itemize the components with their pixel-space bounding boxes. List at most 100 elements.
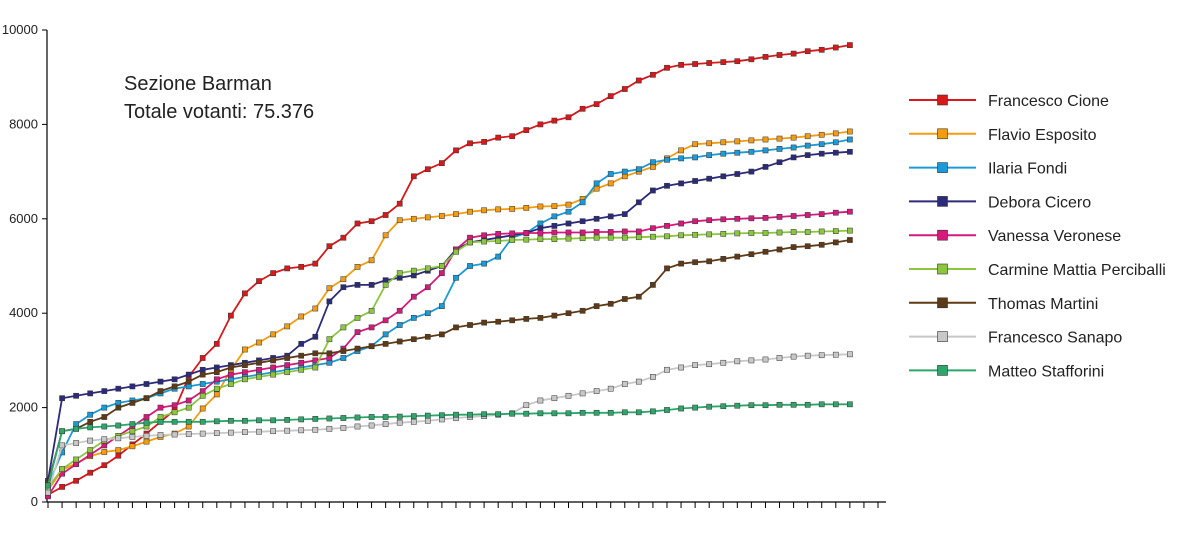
legend: Francesco Cione Flavio Esposito Ilaria Fon…: [909, 93, 1166, 380]
data-point: [635, 166, 642, 173]
data-point: [424, 333, 431, 340]
data-point: [354, 345, 361, 352]
data-point: [157, 378, 164, 385]
data-point: [213, 369, 220, 376]
data-point: [847, 208, 853, 215]
data-point: [678, 364, 684, 371]
data-point: [326, 359, 333, 366]
legend-marker: [937, 196, 948, 207]
data-point: [396, 322, 403, 328]
data-point: [354, 264, 361, 270]
data-point: [467, 322, 473, 328]
data-point: [495, 411, 502, 418]
legend-item: Debora Cicero: [909, 194, 1091, 211]
data-point: [495, 253, 502, 260]
data-point: [748, 148, 755, 155]
data-point: [579, 229, 586, 236]
data-point: [664, 265, 670, 272]
legend-marker: [937, 229, 948, 241]
data-point: [692, 218, 698, 225]
data-point: [59, 395, 65, 402]
data-point: [635, 77, 642, 84]
data-point: [368, 282, 375, 288]
data-point: [565, 201, 572, 208]
data-point: [382, 232, 389, 239]
data-point: [832, 139, 839, 146]
y-tick-label: 8000: [9, 116, 38, 131]
data-point: [692, 259, 698, 266]
data-point: [396, 338, 403, 345]
data-point: [593, 409, 600, 416]
data-point: [818, 401, 825, 408]
data-point: [734, 358, 741, 365]
data-point: [607, 300, 614, 307]
data-point: [87, 411, 94, 418]
data-point: [228, 371, 234, 378]
data-point: [635, 228, 642, 235]
data-point: [284, 427, 291, 434]
data-point: [537, 225, 544, 232]
data-point: [242, 429, 248, 435]
data-point: [129, 443, 136, 450]
data-point: [256, 374, 262, 380]
y-tick-label: 2000: [9, 400, 38, 415]
data-point: [270, 371, 276, 378]
data-point: [171, 402, 178, 409]
data-point: [185, 371, 192, 378]
data-point: [495, 206, 502, 213]
data-point: [847, 401, 853, 408]
data-point: [706, 258, 713, 265]
data-point: [678, 62, 684, 68]
data-point: [748, 168, 755, 175]
data-point: [340, 355, 347, 361]
data-point: [270, 270, 276, 276]
data-point: [396, 217, 403, 224]
data-point: [368, 414, 375, 420]
data-point: [762, 248, 769, 255]
data-point: [298, 352, 305, 359]
data-point: [73, 392, 79, 399]
legend-label: Thomas Martini: [988, 296, 1098, 313]
data-point: [678, 180, 684, 187]
data-point: [776, 159, 783, 166]
data-point: [242, 362, 248, 368]
data-point: [382, 341, 389, 347]
data-point: [115, 447, 122, 453]
data-point: [818, 150, 825, 157]
data-point: [734, 253, 741, 260]
data-point: [607, 180, 614, 187]
data-point: [650, 225, 656, 232]
data-point: [762, 147, 769, 154]
data-point: [340, 324, 347, 331]
data-point: [298, 313, 305, 320]
data-point: [481, 319, 487, 326]
data-point: [523, 127, 530, 133]
data-point: [467, 263, 473, 269]
data-point: [73, 461, 79, 468]
data-point: [635, 378, 642, 385]
data-point: [748, 230, 755, 236]
data-point: [509, 410, 516, 417]
data-point: [706, 403, 713, 410]
data-point: [847, 227, 853, 234]
data-point: [790, 244, 797, 250]
data-point: [298, 264, 305, 270]
data-point: [565, 220, 572, 227]
data-point: [579, 199, 586, 206]
data-point: [832, 239, 839, 246]
legend-marker: [937, 331, 948, 342]
data-point: [481, 207, 487, 214]
data-point: [382, 414, 389, 420]
data-point: [832, 44, 839, 51]
series-8: [45, 401, 853, 489]
data-point: [551, 229, 558, 236]
data-point: [382, 282, 389, 288]
data-point: [650, 233, 656, 240]
data-point: [748, 137, 755, 144]
data-point: [185, 431, 192, 437]
data-point: [678, 220, 684, 227]
data-point: [551, 410, 558, 417]
data-point: [551, 223, 558, 229]
data-point: [424, 166, 431, 173]
data-point: [593, 215, 600, 222]
